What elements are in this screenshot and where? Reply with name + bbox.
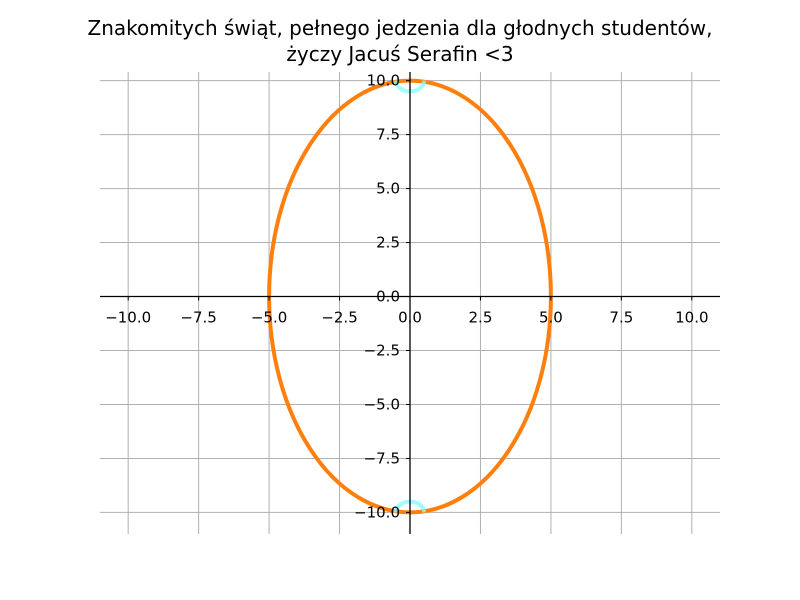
x-tick-label-3: −2.5 [321, 309, 357, 327]
y-tick-label-2: −5.0 [364, 395, 400, 413]
y-tick-label-7: 7.5 [376, 126, 400, 144]
x-tick-label-4: 0.0 [398, 309, 422, 327]
x-tick-label-5: 2.5 [469, 309, 493, 327]
chart-title-line-1: Znakomitych świąt, pełnego jedzenia dla … [87, 16, 713, 40]
x-tick-label-6: 5.0 [539, 309, 563, 327]
x-tick-label-0: −10.0 [105, 309, 151, 327]
chart-title-line-2: życzy Jacuś Serafin <3 [286, 42, 514, 66]
y-tick-label-1: −7.5 [364, 449, 400, 467]
x-tick-label-1: −7.5 [180, 309, 216, 327]
axes [100, 72, 720, 534]
tick-labels: −10.0 −7.5 −5.0 −2.5 0.0 2.5 5.0 7.5 10.0 −10.0 −7… [105, 72, 708, 522]
y-tick-label-3: −2.5 [364, 341, 400, 359]
x-tick-label-8: 10.0 [675, 309, 708, 327]
y-tick-label-0: −10.0 [354, 503, 400, 521]
y-tick-label-4: 0.0 [376, 288, 400, 306]
y-tick-label-6: 5.0 [376, 180, 400, 198]
x-tick-label-7: 7.5 [609, 309, 633, 327]
x-tick-label-2: −5.0 [251, 309, 287, 327]
y-tick-label-8: 10.0 [367, 72, 400, 90]
y-tick-label-5: 2.5 [376, 234, 400, 252]
